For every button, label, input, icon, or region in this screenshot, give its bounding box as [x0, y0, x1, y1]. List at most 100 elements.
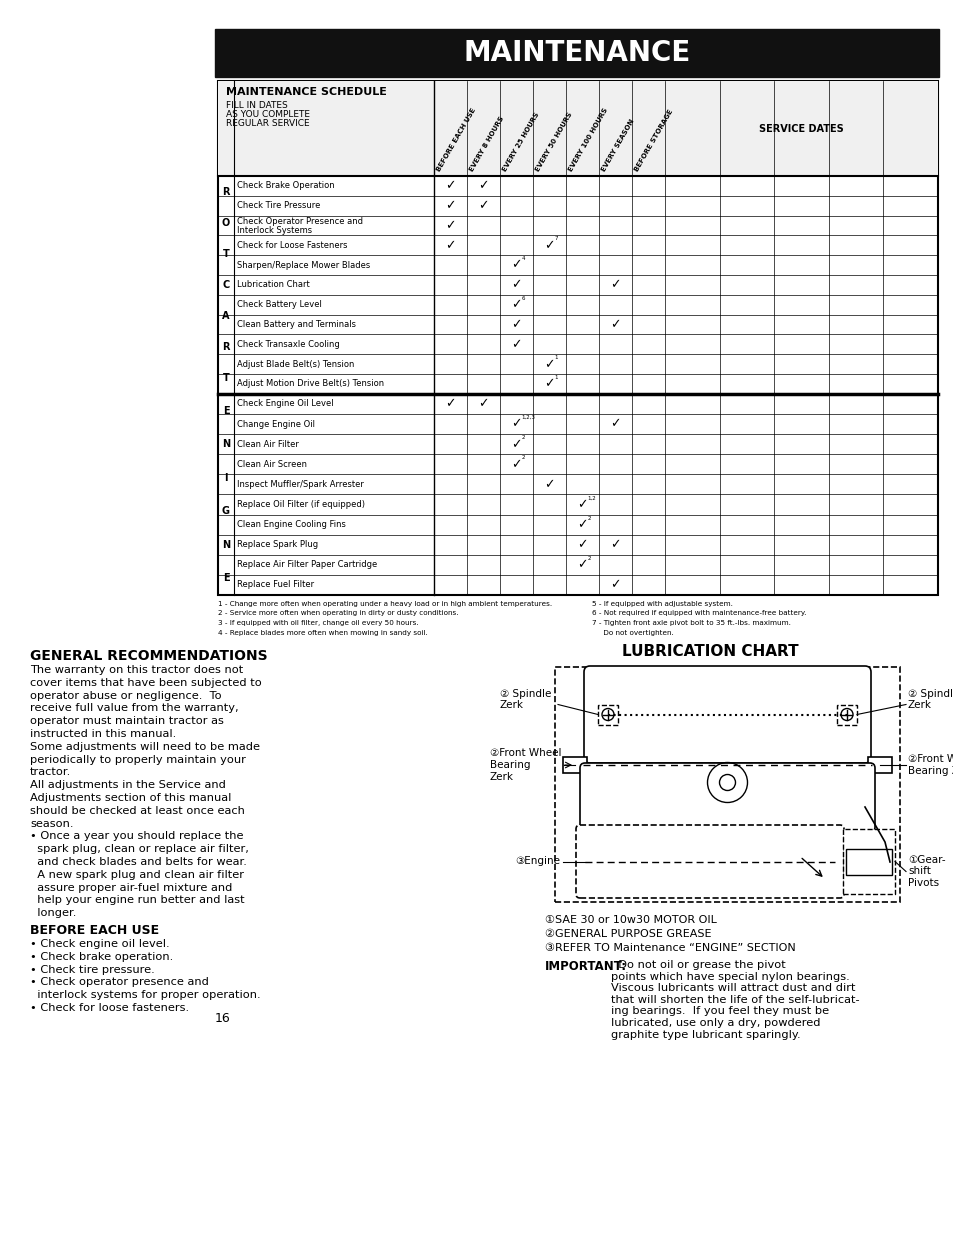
- Text: Replace Fuel Filter: Replace Fuel Filter: [236, 580, 314, 590]
- Text: ✓: ✓: [511, 259, 521, 271]
- Text: ✓: ✓: [445, 239, 456, 252]
- Text: 7: 7: [554, 237, 558, 242]
- Bar: [214, 28, 938, 77]
- Text: ✓: ✓: [445, 219, 456, 232]
- Text: 2 - Service more often when operating in dirty or dusty conditions.: 2 - Service more often when operating in…: [218, 611, 458, 617]
- Text: BEFORE EACH USE: BEFORE EACH USE: [30, 924, 159, 937]
- Text: Adjust Motion Drive Belt(s) Tension: Adjust Motion Drive Belt(s) Tension: [236, 379, 384, 389]
- Text: ✓: ✓: [511, 279, 521, 291]
- Text: Clean Air Screen: Clean Air Screen: [236, 460, 307, 468]
- Bar: [218, 81, 937, 595]
- Text: N: N: [222, 540, 230, 550]
- Text: help your engine run better and last: help your engine run better and last: [30, 896, 244, 906]
- Text: C: C: [222, 280, 230, 290]
- FancyBboxPatch shape: [583, 667, 870, 763]
- Text: I: I: [224, 473, 228, 483]
- Text: ✓: ✓: [445, 398, 456, 410]
- Text: ✓: ✓: [477, 180, 488, 192]
- Text: LUBRICATION CHART: LUBRICATION CHART: [621, 644, 798, 659]
- Text: 2: 2: [521, 435, 524, 440]
- Text: periodically to properly maintain your: periodically to properly maintain your: [30, 755, 246, 764]
- Text: The warranty on this tractor does not: The warranty on this tractor does not: [30, 665, 243, 675]
- Bar: [598, 705, 618, 725]
- Text: Check Tire Pressure: Check Tire Pressure: [236, 201, 320, 211]
- Text: ✓: ✓: [511, 299, 521, 311]
- Text: GENERAL RECOMMENDATIONS: GENERAL RECOMMENDATIONS: [30, 649, 268, 663]
- Text: Some adjustments will need to be made: Some adjustments will need to be made: [30, 742, 260, 752]
- Bar: [218, 81, 937, 176]
- Bar: [555, 667, 899, 902]
- Text: E: E: [222, 405, 229, 415]
- Text: Clean Air Filter: Clean Air Filter: [236, 440, 298, 449]
- Text: ✓: ✓: [610, 279, 620, 291]
- Text: R: R: [222, 187, 230, 197]
- Text: E: E: [222, 574, 229, 584]
- Text: ②GENERAL PURPOSE GREASE: ②GENERAL PURPOSE GREASE: [544, 929, 711, 939]
- Text: AS YOU COMPLETE: AS YOU COMPLETE: [226, 110, 310, 119]
- Text: Adjust Blade Belt(s) Tension: Adjust Blade Belt(s) Tension: [236, 359, 354, 369]
- Text: EVERY 8 HOURS: EVERY 8 HOURS: [469, 116, 505, 173]
- Text: 1 - Change more often when operating under a heavy load or in high ambient tempe: 1 - Change more often when operating und…: [218, 601, 552, 607]
- Text: ✓: ✓: [543, 378, 554, 390]
- Text: ② Spindle
Zerk: ② Spindle Zerk: [499, 689, 551, 710]
- Text: 1: 1: [554, 356, 558, 361]
- Text: Replace Oil Filter (if equipped): Replace Oil Filter (if equipped): [236, 501, 365, 509]
- Text: EVERY 100 HOURS: EVERY 100 HOURS: [567, 108, 609, 173]
- Text: ②Front Wheel
Bearing Zerk: ②Front Wheel Bearing Zerk: [907, 755, 953, 776]
- Text: BEFORE STORAGE: BEFORE STORAGE: [634, 109, 674, 173]
- Text: tractor.: tractor.: [30, 767, 71, 777]
- Bar: [845, 849, 891, 875]
- FancyBboxPatch shape: [579, 763, 874, 833]
- Text: ✓: ✓: [477, 199, 488, 212]
- Text: ①SAE 30 or 10w30 MOTOR OIL: ①SAE 30 or 10w30 MOTOR OIL: [544, 914, 716, 926]
- Text: ✓: ✓: [543, 478, 554, 491]
- Text: MAINTENANCE SCHEDULE: MAINTENANCE SCHEDULE: [226, 87, 387, 97]
- Text: Inspect Muffler/Spark Arrester: Inspect Muffler/Spark Arrester: [236, 479, 363, 489]
- Text: ✓: ✓: [543, 358, 554, 370]
- Text: 6 - Not required if equipped with maintenance-free battery.: 6 - Not required if equipped with mainte…: [592, 611, 806, 617]
- Text: ✓: ✓: [577, 518, 587, 532]
- Text: 1: 1: [554, 375, 558, 380]
- Text: 2: 2: [587, 556, 590, 561]
- Text: ✓: ✓: [543, 239, 554, 252]
- Text: Clean Battery and Terminals: Clean Battery and Terminals: [236, 320, 355, 330]
- Text: ✓: ✓: [511, 338, 521, 351]
- Text: 16: 16: [214, 1012, 231, 1025]
- Text: A: A: [222, 311, 230, 321]
- Text: ③Engine: ③Engine: [515, 856, 559, 866]
- Text: Lubrication Chart: Lubrication Chart: [236, 280, 310, 290]
- Text: • Check for loose fasteners.: • Check for loose fasteners.: [30, 1004, 189, 1014]
- Text: ②Front Wheel
Bearing
Zerk: ②Front Wheel Bearing Zerk: [490, 748, 561, 782]
- Text: Sharpen/Replace Mower Blades: Sharpen/Replace Mower Blades: [236, 260, 370, 270]
- Text: 2: 2: [521, 455, 524, 460]
- Text: ✓: ✓: [445, 199, 456, 212]
- Text: T: T: [222, 249, 229, 259]
- Text: • Check engine oil level.: • Check engine oil level.: [30, 939, 170, 949]
- Text: ② Spindle
Zerk: ② Spindle Zerk: [907, 689, 953, 710]
- Text: EVERY 25 HOURS: EVERY 25 HOURS: [501, 112, 540, 173]
- Text: Replace Spark Plug: Replace Spark Plug: [236, 540, 317, 549]
- Text: receive full value from the warranty,: receive full value from the warranty,: [30, 704, 238, 714]
- Text: ✓: ✓: [477, 398, 488, 410]
- Text: Check for Loose Fasteners: Check for Loose Fasteners: [236, 240, 347, 250]
- Text: ✓: ✓: [511, 418, 521, 430]
- Text: R: R: [222, 342, 230, 352]
- Text: 1,2: 1,2: [587, 496, 596, 501]
- Text: Check Transaxle Cooling: Check Transaxle Cooling: [236, 339, 339, 349]
- Text: ✓: ✓: [577, 559, 587, 571]
- Text: assure proper air-fuel mixture and: assure proper air-fuel mixture and: [30, 882, 233, 892]
- Text: season.: season.: [30, 819, 73, 829]
- Text: REGULAR SERVICE: REGULAR SERVICE: [226, 119, 310, 128]
- Text: ✓: ✓: [511, 318, 521, 331]
- Text: longer.: longer.: [30, 908, 76, 918]
- Text: ✓: ✓: [610, 418, 620, 430]
- Text: ✓: ✓: [610, 538, 620, 551]
- Bar: [867, 757, 891, 773]
- Bar: [842, 829, 894, 895]
- Text: Check Engine Oil Level: Check Engine Oil Level: [236, 399, 334, 409]
- Text: Check Battery Level: Check Battery Level: [236, 300, 321, 310]
- Bar: [562, 757, 586, 773]
- Text: 2: 2: [587, 515, 590, 520]
- Text: 4 - Replace blades more often when mowing in sandy soil.: 4 - Replace blades more often when mowin…: [218, 629, 427, 636]
- Text: ✓: ✓: [511, 437, 521, 451]
